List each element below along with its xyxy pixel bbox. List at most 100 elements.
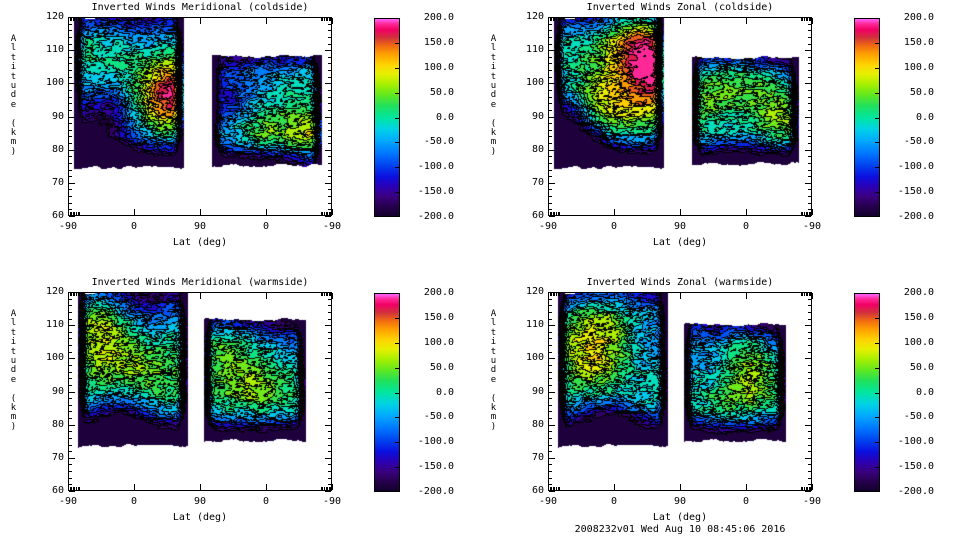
colorbar-label: -50.0 [423, 411, 454, 422]
y-tick-minor [549, 418, 552, 419]
y-tick-minor-right [328, 163, 331, 164]
y-tick-major [69, 425, 75, 426]
y-tick-label: 120 [45, 286, 64, 297]
y-tick-minor [69, 37, 72, 38]
y-tick-minor [69, 163, 72, 164]
y-axis-title-char: ) [490, 421, 497, 432]
x-tick-major-top [680, 18, 681, 24]
x-tick-label: 0 [130, 496, 138, 507]
x-tick-major-top [614, 18, 615, 24]
y-tick-major-right [805, 17, 811, 18]
x-tick-major-top [812, 18, 813, 24]
y-axis-title-char: A [490, 34, 497, 44]
y-tick-minor [69, 143, 72, 144]
colorbar-label: 150.0 [423, 37, 454, 48]
colorbar [854, 293, 880, 492]
y-tick-label: 80 [531, 144, 544, 155]
x-tick-minor [801, 212, 802, 215]
y-tick-minor-right [328, 123, 331, 124]
x-tick-minor [78, 487, 79, 490]
y-tick-minor-right [808, 209, 811, 210]
y-tick-major [549, 216, 555, 217]
y-tick-minor-right [328, 37, 331, 38]
x-tick-label: 0 [262, 496, 270, 507]
x-tick-minor [804, 212, 805, 215]
y-tick-minor [549, 90, 552, 91]
y-tick-minor [549, 97, 552, 98]
y-tick-major [549, 83, 555, 84]
panel-title: Inverted Winds Meridional (warmside) [91, 277, 309, 288]
x-tick-major-top [746, 18, 747, 24]
y-tick-minor-right [808, 110, 811, 111]
y-tick-minor-right [808, 365, 811, 366]
colorbar-tick [875, 417, 879, 418]
y-tick-minor-right [808, 372, 811, 373]
y-tick-minor-right [328, 438, 331, 439]
y-tick-major-right [805, 50, 811, 51]
y-tick-minor-right [328, 44, 331, 45]
y-tick-major [69, 83, 75, 84]
y-tick-minor [69, 57, 72, 58]
y-tick-major-right [805, 392, 811, 393]
contour-field [69, 293, 331, 490]
plot-area [548, 17, 812, 216]
y-tick-label: 110 [45, 44, 64, 55]
y-tick-minor [549, 123, 552, 124]
y-tick-minor [549, 63, 552, 64]
y-axis-title-char: t [490, 346, 497, 357]
y-axis-title-char: t [490, 327, 497, 338]
x-tick-minor [326, 212, 327, 215]
y-tick-minor [69, 372, 72, 373]
y-tick-minor [69, 385, 72, 386]
y-axis-title-char: d [490, 90, 497, 101]
y-axis-title-char: A [10, 309, 17, 319]
colorbar-gradient [375, 294, 399, 491]
x-tick-minor [79, 212, 80, 215]
x-tick-minor-top [70, 293, 71, 296]
x-tick-minor-top [558, 18, 559, 21]
x-axis-title: Lat (deg) [652, 512, 708, 523]
y-tick-minor-right [328, 70, 331, 71]
y-tick-major [549, 150, 555, 151]
x-tick-minor [322, 487, 323, 490]
y-tick-minor [69, 431, 72, 432]
y-axis-title-char: k [10, 402, 17, 413]
x-tick-minor [321, 212, 322, 215]
x-tick-minor [809, 487, 810, 490]
y-axis-title-char: d [10, 365, 17, 376]
x-tick-minor-top [327, 293, 328, 296]
x-tick-minor-top [79, 293, 80, 296]
y-tick-minor [69, 312, 72, 313]
x-tick-minor [329, 487, 330, 490]
x-tick-label: 0 [742, 221, 750, 232]
y-tick-label: 120 [525, 286, 544, 297]
y-tick-major-right [805, 425, 811, 426]
x-tick-label: 0 [610, 496, 618, 507]
y-tick-major [549, 392, 555, 393]
x-tick-minor-top [802, 293, 803, 296]
colorbar-tick [395, 467, 399, 468]
x-tick-minor [801, 487, 802, 490]
y-tick-minor [549, 319, 552, 320]
y-tick-minor [69, 70, 72, 71]
x-tick-minor [76, 487, 77, 490]
y-tick-minor [549, 189, 552, 190]
x-tick-minor-top [329, 293, 330, 296]
x-tick-minor-top [806, 293, 807, 296]
x-tick-major [266, 484, 267, 490]
colorbar-tick [395, 442, 399, 443]
y-tick-minor [549, 305, 552, 306]
colorbar-label: -200.0 [897, 486, 934, 497]
y-tick-minor-right [808, 163, 811, 164]
colorbar-gradient [855, 294, 879, 491]
y-axis-title-char: u [490, 80, 497, 91]
x-tick-minor-top [78, 18, 79, 21]
x-tick-minor-top [802, 18, 803, 21]
y-tick-minor-right [328, 411, 331, 412]
x-tick-minor-top [558, 293, 559, 296]
y-tick-major-right [325, 83, 331, 84]
y-tick-minor-right [808, 299, 811, 300]
y-tick-minor [69, 44, 72, 45]
x-tick-minor-top [556, 293, 557, 296]
